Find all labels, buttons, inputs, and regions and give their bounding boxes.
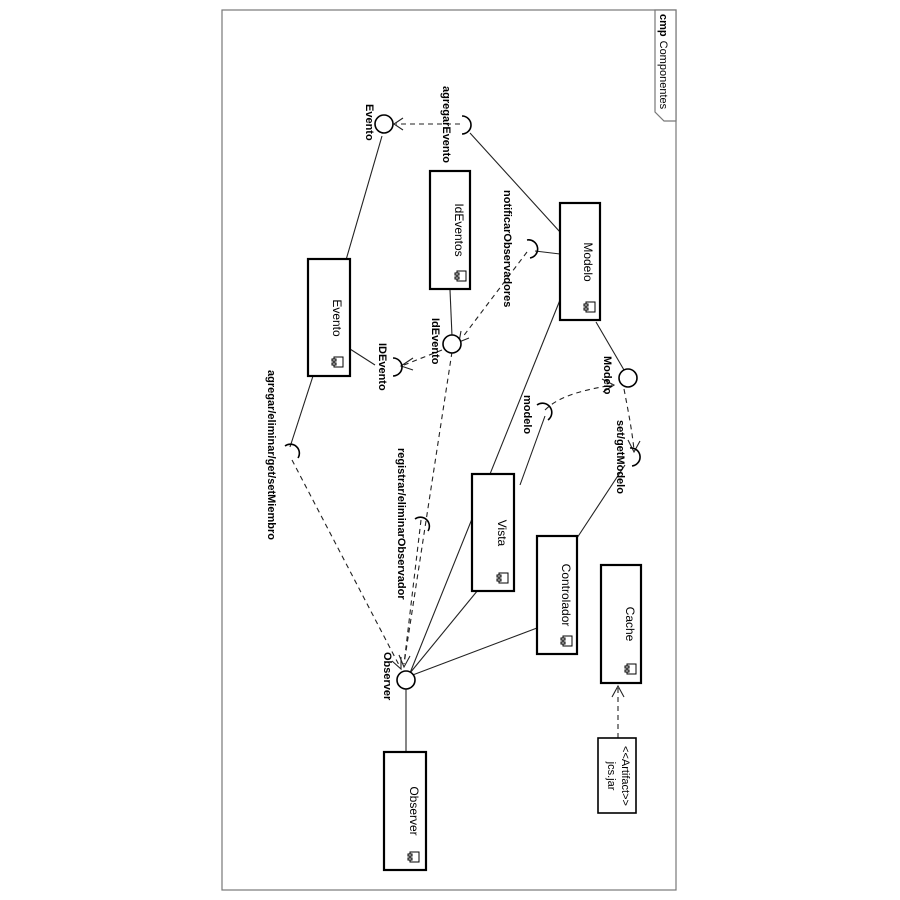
component-icon [454,270,467,282]
frame-header: cmp Componentes [657,14,669,110]
frame-title: Componentes [657,41,669,110]
artifact-jcs[interactable]: <<Artifact>> jcs.jar [597,737,637,814]
component-icon [407,851,420,863]
component-cache-label: Cache [623,607,637,642]
frame-keyword: cmp [657,14,669,37]
component-ideventos-label: IdEventos [452,203,466,256]
socket-registrar [414,516,431,532]
component-vista-label: Vista [495,520,509,547]
dependency-idevento [403,349,443,366]
interface-labels: agregarEvento Evento notificarObservador… [265,86,626,701]
socket-idevento [392,357,403,377]
label-modelo-required: modelo [521,395,533,434]
arrowhead-idevento [399,357,414,371]
component-ideventos[interactable]: IdEventos [428,169,472,291]
component-evento[interactable]: Evento [306,257,352,378]
label-id-evento-provided: IdEvento [429,318,441,365]
component-icon [624,663,637,675]
lollipop-observer [396,670,416,690]
component-observer-label: Observer [407,786,421,835]
artifact-stereotype: <<Artifact>> [619,746,631,806]
dependency-registrar-idevento [403,351,453,665]
connector-ideventos-lollipop [449,289,453,337]
socket-notificar [526,239,539,259]
label-agregar-evento: agregarEvento [440,86,452,163]
label-notificar-observadores: notificarObservadores [501,190,513,307]
component-icon [560,635,573,647]
connector-evento-miembro [289,375,314,448]
socket-miembro [284,443,301,459]
component-vista[interactable]: Vista [470,472,516,593]
component-modelo[interactable]: Modelo [558,201,602,322]
connector-evento-lollipop [345,135,383,261]
component-cache[interactable]: Cache [599,563,643,685]
label-id-evento-required: IDEvento [376,343,388,391]
lollipop-idevento [442,334,462,354]
dependency-registrar [403,519,422,665]
socket-setgetmodelo [629,447,641,467]
connector-vista-observer [409,589,479,674]
socket-agregarevento [461,115,472,135]
connector-controlador-setget [576,464,626,539]
arrowhead-setgetmodelo [627,439,641,454]
connector-controlador-observer [409,627,538,677]
connector-modelo-notificar [534,250,561,255]
component-icon [496,572,509,584]
component-observer[interactable]: Observer [382,750,428,872]
dependency-miembro [291,459,401,668]
label-evento: Evento [363,104,375,141]
dependency-setgetmodelo [623,388,635,451]
provided-interfaces [374,114,638,690]
socket-modelo [536,402,553,421]
label-set-get-modelo: set/getModelo [614,420,626,494]
label-observer: Observer [381,652,393,701]
artifact-name: jcs.jar [605,761,617,791]
frame-tab [654,9,677,122]
arrowhead-modelo [601,378,616,393]
connector-modelo-agregarevento [469,132,561,233]
label-modelo-provided: Modelo [601,356,613,395]
component-icon [331,356,344,368]
connectors [289,132,626,752]
connector-modelo-provided [595,321,625,371]
component-modelo-label: Modelo [581,242,595,282]
component-icon [583,301,596,313]
label-registrar-eliminar-observador: registrar/eliminarObservador [395,448,407,600]
dependency-modelo [544,384,613,411]
arrowhead-registrar [398,654,411,669]
component-evento-label: Evento [330,299,344,337]
svg-text:cmpComponentes: cmp Componentes [657,14,669,110]
required-interfaces [284,115,641,532]
component-controlador-label: Controlador [559,564,573,627]
lollipop-evento [374,114,394,134]
label-agregar-eliminar-miembro: agregar/eliminar/get/setMiembro [265,370,277,540]
dependencies [291,117,641,738]
arrowhead-artifact-cache [611,684,625,698]
connector-evento-idevento [349,348,376,366]
arrowhead-agregarevento [393,117,404,131]
lollipop-modelo [618,368,638,388]
component-controlador[interactable]: Controlador [535,534,579,656]
connector-vista-modelo [519,415,546,486]
